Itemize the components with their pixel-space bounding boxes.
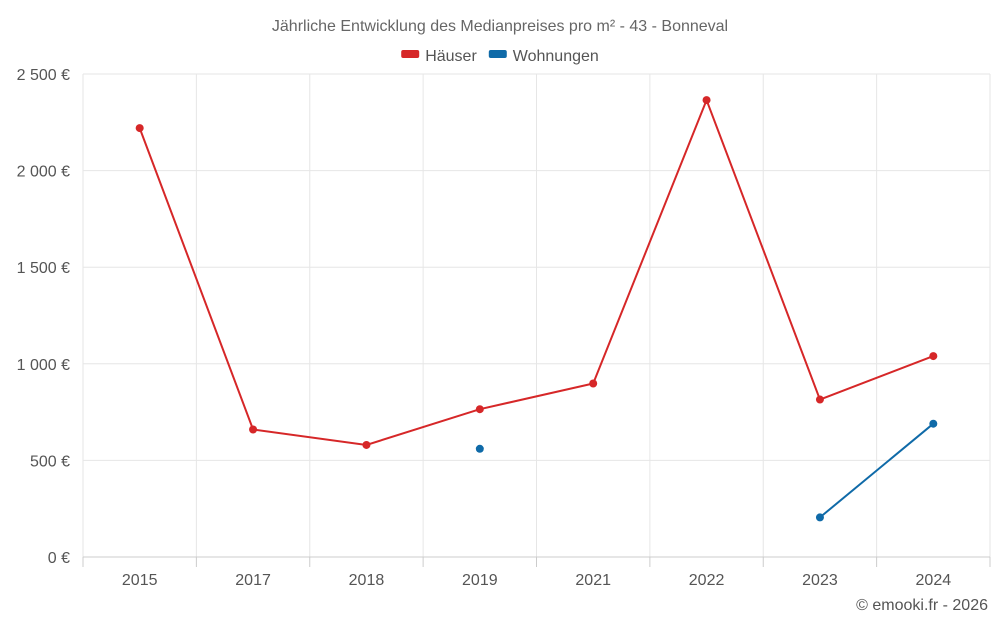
series-0 (135, 96, 938, 449)
legend-item[interactable]: Wohnungen (488, 48, 599, 65)
data-point[interactable] (815, 395, 824, 404)
legend-swatch (488, 50, 507, 58)
y-tick-label: 0 € (48, 550, 70, 567)
x-tick-label: 2019 (462, 572, 498, 589)
x-tick-label: 2024 (916, 572, 952, 589)
legend-label: Häuser (425, 48, 477, 65)
series-line (819, 422, 934, 519)
legend-item[interactable]: Häuser (401, 48, 477, 65)
legend: Häuser Wohnungen (401, 48, 599, 65)
y-tick-label: 1 000 € (17, 357, 70, 374)
y-tick-label: 500 € (30, 453, 70, 470)
series-line (138, 97, 934, 446)
x-tick-label: 2023 (802, 572, 838, 589)
x-tick-label: 2021 (575, 572, 611, 589)
chart-title: Jährliche Entwicklung des Medianpreises … (272, 18, 728, 35)
y-tick-label: 2 000 € (17, 164, 70, 181)
data-point[interactable] (702, 96, 711, 105)
credit-text: © emooki.fr - 2026 (856, 597, 988, 614)
data-point[interactable] (475, 444, 484, 453)
data-point[interactable] (929, 419, 938, 428)
axes: 0 € 500 € 1 000 € 1 500 € 2 000 € 2 500 € 2015… (17, 67, 991, 589)
data-point[interactable] (475, 405, 484, 414)
data-point[interactable] (929, 352, 938, 361)
data-point[interactable] (249, 425, 258, 434)
series-1 (475, 419, 938, 522)
data-point[interactable] (135, 124, 144, 133)
x-tick-label: 2018 (349, 572, 385, 589)
legend-label: Wohnungen (513, 48, 599, 65)
data-point[interactable] (589, 379, 598, 388)
x-tick-label: 2022 (689, 572, 725, 589)
y-tick-label: 2 500 € (17, 67, 70, 84)
data-point[interactable] (362, 440, 371, 449)
grid (82, 73, 991, 558)
y-tick-label: 1 500 € (17, 260, 70, 277)
data-point[interactable] (815, 513, 824, 522)
x-tick-label: 2015 (122, 572, 158, 589)
x-tick-label: 2017 (235, 572, 271, 589)
series (135, 96, 938, 522)
legend-swatch (401, 50, 420, 58)
